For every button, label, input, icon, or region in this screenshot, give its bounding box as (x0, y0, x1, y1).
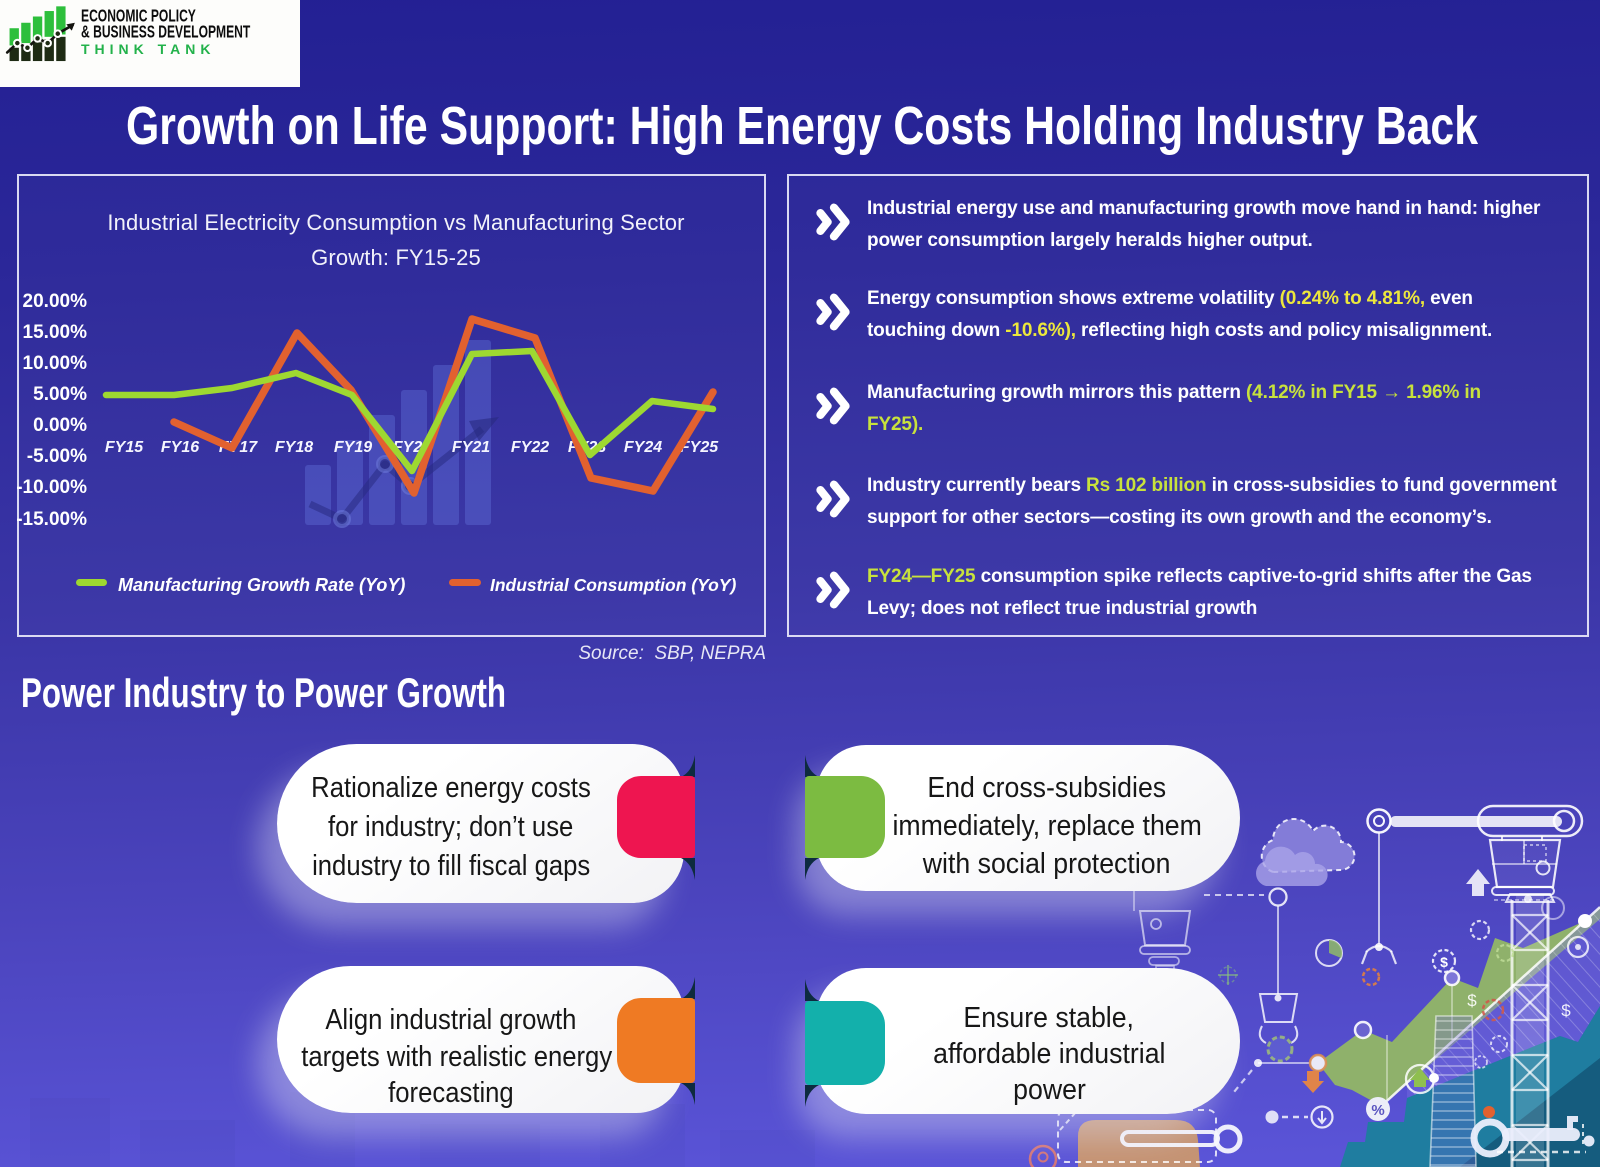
svg-text:0.00%: 0.00% (33, 415, 87, 436)
svg-text:$: $ (1561, 1001, 1571, 1020)
svg-text:FY21: FY21 (452, 439, 490, 456)
svg-text:FY15: FY15 (105, 439, 144, 456)
svg-text:Growth: FY15-25: Growth: FY15-25 (311, 245, 481, 270)
svg-text:20.00%: 20.00% (23, 291, 88, 312)
svg-text:$: $ (1467, 991, 1477, 1010)
svg-text:FY18: FY18 (275, 439, 313, 456)
svg-text:$: $ (1440, 954, 1448, 970)
svg-text:FY16: FY16 (161, 439, 199, 456)
svg-text:FY24: FY24 (624, 439, 662, 456)
svg-text:Industrial Consumption (YoY): Industrial Consumption (YoY) (490, 575, 736, 595)
svg-text:-5.00%: -5.00% (27, 446, 87, 467)
svg-text:5.00%: 5.00% (33, 384, 87, 405)
svg-text:10.00%: 10.00% (23, 353, 88, 374)
svg-text:FY22: FY22 (511, 439, 549, 456)
svg-text:Manufacturing Growth Rate (YoY: Manufacturing Growth Rate (YoY) (118, 575, 405, 595)
svg-text:15.00%: 15.00% (23, 322, 88, 343)
svg-text:FY19: FY19 (334, 439, 372, 456)
svg-text:Industrial Electricity Consump: Industrial Electricity Consumption vs Ma… (107, 210, 684, 235)
svg-text:-10.00%: -10.00% (17, 477, 87, 498)
svg-text:FY25: FY25 (680, 439, 719, 456)
svg-text:-15.00%: -15.00% (17, 509, 87, 530)
svg-text:%: % (1371, 1102, 1384, 1119)
